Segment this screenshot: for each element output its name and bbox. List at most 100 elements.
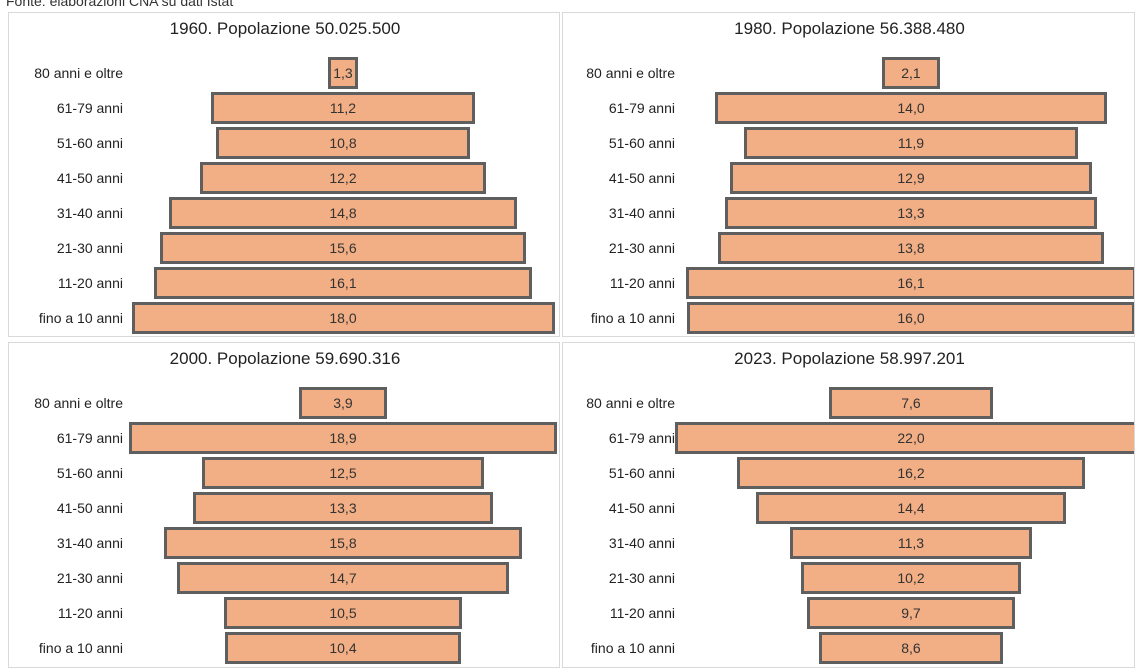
bar-value-label: 13,3 [897, 205, 925, 221]
age-group-label: fino a 10 anni [38, 310, 123, 326]
bar-value-label: 10,8 [329, 135, 357, 151]
age-group-label: 21-30 anni [56, 240, 123, 256]
population-bar: 1,3 [327, 57, 359, 89]
population-bar: 16,1 [685, 267, 1134, 299]
chart-title: 2000. Popolazione 59.690.316 [169, 349, 401, 368]
bar-value-label: 1,3 [333, 65, 353, 81]
age-group-label: 31-40 anni [608, 535, 675, 551]
population-bar: 10,2 [801, 562, 1021, 594]
bar-value-label: 9,7 [901, 605, 921, 621]
population-bar: 7,6 [829, 387, 993, 419]
age-group-label: 51-60 anni [608, 465, 675, 481]
bar-value-label: 18,9 [329, 430, 357, 446]
age-group-label: 11-20 anni [57, 605, 123, 621]
age-group-label: 61-79 anni [608, 430, 675, 446]
bar-value-label: 14,8 [329, 205, 357, 221]
population-bar: 11,3 [789, 527, 1033, 559]
age-group-label: 51-60 anni [56, 135, 123, 151]
population-bar: 10,4 [225, 632, 461, 664]
bar-value-label: 11,2 [329, 100, 357, 116]
bar-value-label: 12,9 [897, 170, 925, 186]
population-bar: 10,5 [224, 597, 462, 629]
bar-value-label: 16,1 [329, 275, 357, 291]
bar-value-label: 14,7 [329, 570, 357, 586]
population-bar: 11,9 [744, 127, 1078, 159]
age-group-label: 51-60 anni [56, 465, 123, 481]
age-group-label: 80 anni e oltre [34, 395, 123, 411]
bar-value-label: 16,2 [897, 465, 925, 481]
chart-panel-2023: 2023. Popolazione 58.997.201 80 anni e ol… [562, 342, 1135, 668]
chart-panel-1980: 1980. Popolazione 56.388.480 80 anni e ol… [562, 12, 1135, 337]
age-group-label: 61-79 anni [56, 430, 123, 446]
population-bar: 13,8 [717, 232, 1105, 264]
age-group-label: 80 anni e oltre [586, 395, 675, 411]
population-bar: 14,0 [715, 92, 1107, 124]
bar-value-label: 10,4 [329, 640, 357, 656]
population-bar: 2,1 [881, 57, 941, 89]
bar-value-label: 13,3 [329, 500, 357, 516]
age-group-label: 41-50 anni [608, 170, 675, 186]
population-bar: 22,0 [674, 422, 1134, 454]
age-group-label: 21-30 anni [608, 570, 675, 586]
population-bar: 11,2 [211, 92, 475, 124]
age-group-label: 41-50 anni [56, 170, 123, 186]
bar-value-label: 2,1 [901, 65, 921, 81]
bar-value-label: 11,3 [897, 535, 925, 551]
age-group-label: 11-20 anni [609, 605, 675, 621]
age-group-label: 21-30 anni [56, 570, 123, 586]
population-bar: 10,8 [216, 127, 470, 159]
population-bar: 12,9 [730, 162, 1092, 194]
population-bar: 18,9 [129, 422, 557, 454]
age-group-label: 31-40 anni [608, 205, 675, 221]
bar-value-label: 7,6 [901, 395, 921, 411]
bar-value-label: 3,9 [333, 395, 353, 411]
age-group-label: 31-40 anni [56, 205, 123, 221]
bar-value-label: 12,2 [329, 170, 357, 186]
chart-title: 1980. Popolazione 56.388.480 [734, 19, 965, 38]
bar-value-label: 14,0 [897, 100, 925, 116]
age-group-label: 21-30 anni [608, 240, 675, 256]
population-bar: 18,0 [131, 302, 555, 334]
age-group-label: 11-20 anni [609, 275, 675, 291]
age-group-label: fino a 10 anni [590, 640, 675, 656]
population-bar: 16,2 [736, 457, 1086, 489]
bar-value-label: 15,8 [329, 535, 357, 551]
population-bar: 16,0 [687, 302, 1134, 334]
bar-value-label: 15,6 [329, 240, 357, 256]
bar-value-label: 13,8 [897, 240, 925, 256]
chart-panel-2000: 2000. Popolazione 59.690.316 80 anni e ol… [8, 342, 560, 668]
bar-value-label: 10,5 [329, 605, 357, 621]
population-bar: 13,3 [192, 492, 494, 524]
age-group-label: 80 anni e oltre [34, 65, 123, 81]
population-bar: 3,9 [298, 387, 388, 419]
age-group-label: 61-79 anni [56, 100, 123, 116]
chart-panel-1960: 1960. Popolazione 50.025.500 80 anni e ol… [8, 12, 560, 337]
bar-value-label: 14,4 [897, 500, 925, 516]
chart-title: 1960. Popolazione 50.025.500 [169, 19, 401, 38]
population-bar: 9,7 [806, 597, 1016, 629]
bar-value-label: 16,1 [897, 275, 925, 291]
chart-title: 2023. Popolazione 58.997.201 [734, 349, 965, 368]
population-bar: 15,6 [159, 232, 527, 264]
age-group-label: 41-50 anni [56, 500, 123, 516]
population-bar: 8,6 [818, 632, 1004, 664]
population-bar: 13,3 [724, 197, 1098, 229]
source-note: Fonte: elaborazioni CNA su dati Istat [6, 0, 234, 9]
age-group-label: 80 anni e oltre [586, 65, 675, 81]
population-bar: 14,7 [176, 562, 510, 594]
bar-value-label: 11,9 [897, 135, 925, 151]
age-group-label: fino a 10 anni [38, 640, 123, 656]
population-bar: 15,8 [164, 527, 522, 559]
bar-value-label: 22,0 [897, 430, 925, 446]
population-bar: 12,5 [201, 457, 485, 489]
age-group-label: 61-79 anni [608, 100, 675, 116]
age-group-label: 41-50 anni [608, 500, 675, 516]
population-bar: 16,1 [153, 267, 533, 299]
bar-value-label: 12,5 [329, 465, 357, 481]
age-group-label: 11-20 anni [57, 275, 123, 291]
age-group-label: fino a 10 anni [590, 310, 675, 326]
population-bar: 14,4 [756, 492, 1066, 524]
age-group-label: 51-60 anni [608, 135, 675, 151]
bar-value-label: 10,2 [897, 570, 925, 586]
population-bar: 14,8 [169, 197, 517, 229]
